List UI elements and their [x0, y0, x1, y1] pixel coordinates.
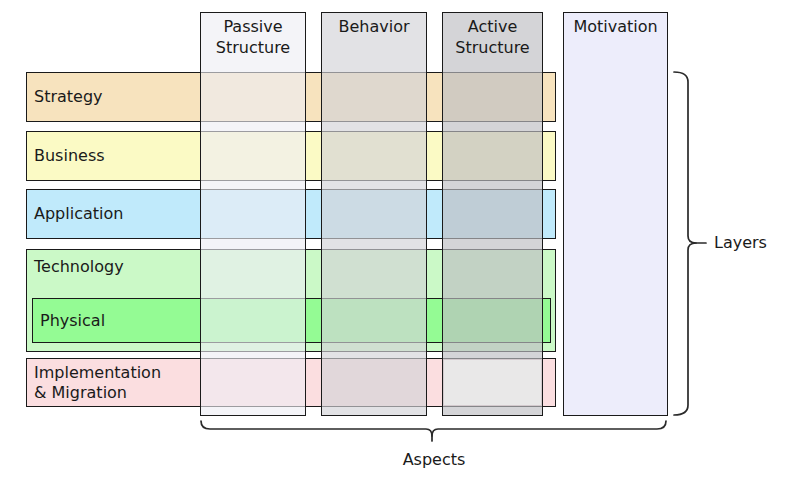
layers-brace [674, 72, 706, 415]
column-passive-structure: Passive Structure [200, 12, 306, 416]
row-application-label: Application [27, 204, 123, 224]
row-business-label: Business [27, 146, 105, 166]
aspects-label: Aspects [398, 450, 470, 469]
row-implementation-migration-label: Implementation & Migration [27, 363, 158, 402]
implementation-active-intersection-patch [444, 360, 541, 405]
column-active-structure-label: Active Structure [443, 13, 542, 59]
column-motivation: Motivation [563, 12, 668, 416]
aspects-brace [201, 421, 666, 441]
column-passive-structure-label: Passive Structure [201, 13, 305, 59]
column-behavior-label: Behavior [322, 13, 426, 38]
column-active-structure: Active Structure [442, 12, 543, 416]
layers-label: Layers [714, 233, 767, 252]
column-motivation-label: Motivation [564, 13, 667, 38]
row-physical-label: Physical [33, 311, 105, 331]
row-technology-label: Technology [27, 250, 124, 277]
row-strategy-label: Strategy [27, 87, 103, 107]
archimate-framework-diagram: Strategy Business Application Technology… [0, 0, 788, 484]
column-behavior: Behavior [321, 12, 427, 416]
